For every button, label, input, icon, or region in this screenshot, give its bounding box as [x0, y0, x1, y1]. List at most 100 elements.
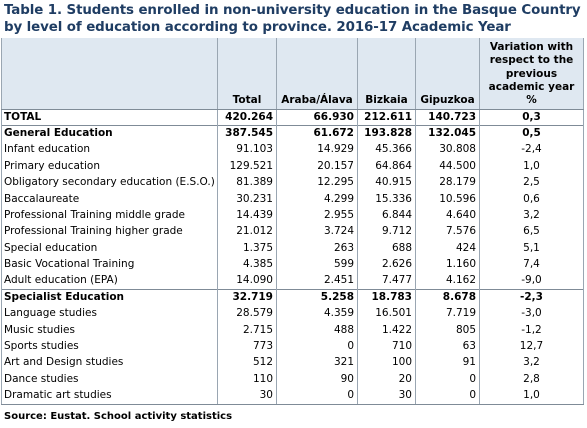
cell-variation: -3,0	[479, 305, 584, 323]
row-label: Specialist Education	[1, 288, 218, 306]
row-label: Adult education (EPA)	[1, 273, 218, 290]
cell-total: 91.103	[217, 141, 277, 159]
cell-araba: 0	[276, 338, 358, 355]
cell-gipuzkoa: 4.162	[415, 273, 480, 290]
cell-variation: 1,0	[479, 158, 584, 175]
row-label: Professional Training middle grade	[1, 207, 218, 224]
cell-variation: 6,5	[479, 223, 584, 241]
header-blank	[1, 38, 218, 110]
table-row: Obligatory secondary education (E.S.O.) 8…	[1, 174, 584, 192]
table-row: General Education 387.545 61.672 193.828 132…	[1, 124, 584, 142]
cell-araba: 599	[276, 256, 358, 274]
cell-total: 21.012	[217, 223, 277, 241]
row-label: Obligatory secondary education (E.S.O.)	[1, 174, 218, 192]
cell-total: 2.715	[217, 322, 277, 339]
table-row: Specialist Education 32.719 5.258 18.783 8.6…	[1, 288, 584, 306]
cell-araba: 12.295	[276, 174, 358, 192]
cell-variation: 1,0	[479, 387, 584, 405]
table-row: Music studies 2.715 488 1.422 805 -1,2	[1, 322, 584, 339]
row-label: Dance studies	[1, 371, 218, 388]
row-label: Professional Training higher grade	[1, 223, 218, 241]
cell-bizkaia: 1.422	[357, 322, 416, 339]
cell-bizkaia: 6.844	[357, 207, 416, 224]
table-row: Infant education 91.103 14.929 45.366 30.808…	[1, 141, 584, 159]
header-gipuzkoa: Gipuzkoa	[415, 38, 480, 110]
cell-total: 110	[217, 371, 277, 388]
cell-variation: 0,6	[479, 191, 584, 208]
cell-bizkaia: 212.611	[357, 109, 416, 126]
cell-araba: 61.672	[276, 124, 358, 142]
cell-araba: 90	[276, 371, 358, 388]
cell-total: 30.231	[217, 191, 277, 208]
table-row: Art and Design studies 512 321 100 91 3,2	[1, 354, 584, 372]
cell-total: 14.439	[217, 207, 277, 224]
cell-total: 28.579	[217, 305, 277, 323]
table-row: Professional Training middle grade 14.439…	[1, 207, 584, 224]
table-row: Special education 1.375 263 688 424 5,1	[1, 240, 584, 257]
cell-total: 14.090	[217, 273, 277, 290]
cell-gipuzkoa: 30.808	[415, 141, 480, 159]
cell-total: 512	[217, 354, 277, 372]
cell-gipuzkoa: 7.576	[415, 223, 480, 241]
cell-total: 81.389	[217, 174, 277, 192]
table-row: Adult education (EPA) 14.090 2.451 7.477 4.1…	[1, 273, 584, 290]
cell-gipuzkoa: 140.723	[415, 109, 480, 126]
cell-araba: 488	[276, 322, 358, 339]
cell-bizkaia: 20	[357, 371, 416, 388]
cell-bizkaia: 9.712	[357, 223, 416, 241]
cell-total: 773	[217, 338, 277, 355]
cell-variation: -9,0	[479, 273, 584, 290]
cell-gipuzkoa: 0	[415, 371, 480, 388]
table-row: Sports studies 773 0 710 63 12,7	[1, 338, 584, 355]
cell-variation: 5,1	[479, 240, 584, 257]
table-row: Primary education 129.521 20.157 64.864 44.5…	[1, 158, 584, 175]
row-label: Art and Design studies	[1, 354, 218, 372]
row-label: Music studies	[1, 322, 218, 339]
table-row: Professional Training higher grade 21.012…	[1, 223, 584, 241]
cell-gipuzkoa: 10.596	[415, 191, 480, 208]
cell-gipuzkoa: 805	[415, 322, 480, 339]
cell-total: 1.375	[217, 240, 277, 257]
cell-bizkaia: 710	[357, 338, 416, 355]
cell-bizkaia: 100	[357, 354, 416, 372]
cell-gipuzkoa: 44.500	[415, 158, 480, 175]
cell-gipuzkoa: 132.045	[415, 124, 480, 142]
row-label: Special education	[1, 240, 218, 257]
cell-araba: 2.451	[276, 273, 358, 290]
cell-total: 32.719	[217, 288, 277, 306]
header-bizkaia: Bizkaia	[357, 38, 416, 110]
row-label: Basic Vocational Training	[1, 256, 218, 274]
table-row: TOTAL 420.264 66.930 212.611 140.723 0,3	[1, 109, 584, 126]
cell-variation: 0,3	[479, 109, 584, 126]
cell-bizkaia: 18.783	[357, 288, 416, 306]
cell-bizkaia: 688	[357, 240, 416, 257]
cell-araba: 5.258	[276, 288, 358, 306]
cell-gipuzkoa: 8.678	[415, 288, 480, 306]
cell-araba: 263	[276, 240, 358, 257]
cell-gipuzkoa: 4.640	[415, 207, 480, 224]
table-row: Dramatic art studies 30 0 30 0 1,0	[1, 387, 584, 405]
cell-variation: -2,4	[479, 141, 584, 159]
cell-variation: 7,4	[479, 256, 584, 274]
row-label: Dramatic art studies	[1, 387, 218, 405]
row-label: Language studies	[1, 305, 218, 323]
cell-bizkaia: 45.366	[357, 141, 416, 159]
cell-araba: 66.930	[276, 109, 358, 126]
table-row: Language studies 28.579 4.359 16.501 7.719 -3…	[1, 305, 584, 323]
data-table: Total Araba/Álava Bizkaia Gipuzkoa Varia…	[1, 38, 584, 405]
row-label: Infant education	[1, 141, 218, 159]
source-note: Source: Eustat. School activity statisti…	[4, 411, 233, 422]
table-row: Basic Vocational Training 4.385 599 2.626 1.…	[1, 256, 584, 274]
cell-total: 420.264	[217, 109, 277, 126]
cell-variation: 0,5	[479, 124, 584, 142]
cell-araba: 0	[276, 387, 358, 405]
header-total: Total	[217, 38, 277, 110]
cell-gipuzkoa: 0	[415, 387, 480, 405]
cell-araba: 4.299	[276, 191, 358, 208]
cell-bizkaia: 30	[357, 387, 416, 405]
cell-total: 129.521	[217, 158, 277, 175]
cell-araba: 2.955	[276, 207, 358, 224]
header-variation: Variation with respect to the previous a…	[479, 38, 584, 110]
cell-araba: 20.157	[276, 158, 358, 175]
cell-bizkaia: 193.828	[357, 124, 416, 142]
